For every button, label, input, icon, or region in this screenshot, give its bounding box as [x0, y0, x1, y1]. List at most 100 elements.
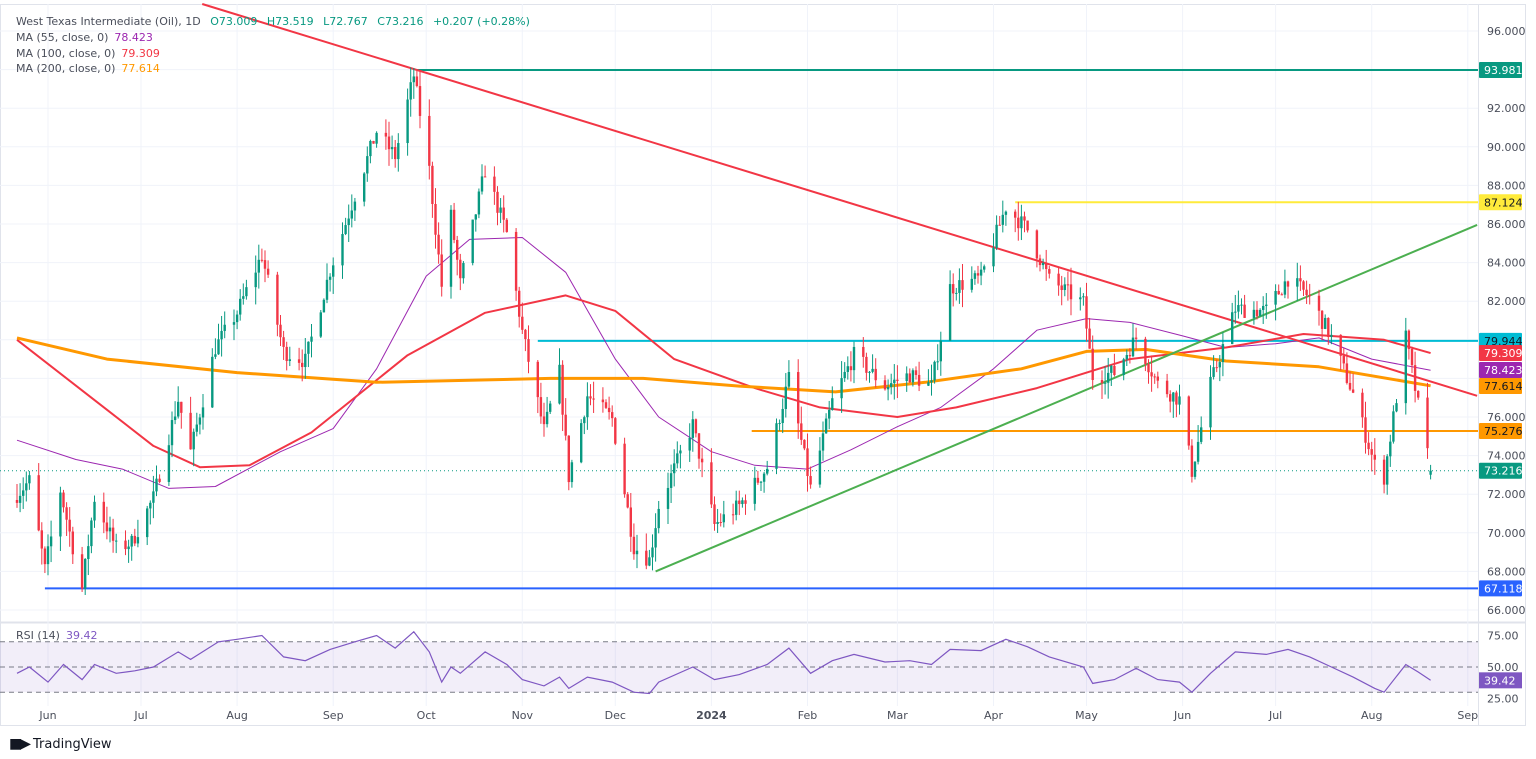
candle-body [809, 476, 812, 485]
candle-body [911, 370, 915, 383]
ohlc-high: H73.519 [266, 15, 314, 28]
price-tick-label: 96.000 [1487, 25, 1526, 38]
candle-body [406, 99, 409, 144]
candle-body [952, 284, 955, 294]
candle-body [133, 535, 136, 544]
ma200-line [16, 336, 1431, 394]
candle-body [871, 368, 874, 372]
candle-body [93, 501, 96, 521]
candle-body [130, 535, 133, 547]
candle-body [1134, 337, 1138, 339]
candle-body [437, 234, 440, 255]
ma200-legend[interactable]: MA (200, close, 0) 77.614 [16, 62, 166, 75]
candle-body [1413, 365, 1417, 391]
candle-body [65, 507, 68, 520]
horizontal-levels[interactable] [0, 68, 1478, 590]
candle-body [87, 546, 90, 559]
candle-body [59, 492, 62, 537]
candle-body [347, 218, 350, 226]
candle-body [384, 132, 388, 137]
candle-body [694, 419, 698, 434]
candle-body [375, 132, 378, 144]
candle-body [1172, 392, 1175, 402]
candle-body [493, 176, 496, 192]
candle-body [970, 278, 973, 290]
candle-body [449, 209, 453, 287]
trendlines[interactable] [201, 3, 1478, 573]
candle-body [111, 527, 115, 541]
candle-body [1125, 355, 1128, 360]
time-tick-label: Feb [798, 709, 817, 722]
candle-body [1178, 396, 1181, 405]
price-tick-label: 68.000 [1487, 565, 1526, 578]
tradingview-logo[interactable]: ■▶ TradingView [9, 736, 112, 752]
candle-body [217, 339, 220, 355]
level-67.118-badge [1479, 580, 1522, 597]
rsi-tick-label: 25.00 [1487, 693, 1519, 706]
candle-body [645, 550, 648, 566]
candle-body [390, 147, 394, 150]
candle-body [1265, 304, 1268, 306]
candle-body [700, 458, 704, 463]
candle-body [787, 372, 791, 387]
candle-body [363, 173, 366, 202]
candle-body [514, 231, 518, 291]
candle-body [1147, 364, 1150, 373]
candle-body [1026, 220, 1029, 231]
level-87.124-label: 87.124 [1484, 196, 1523, 209]
level-67.118-label: 67.118 [1484, 582, 1523, 595]
candle-body [784, 386, 787, 409]
candle-body [1069, 284, 1073, 300]
candle-body [1144, 338, 1147, 365]
time-tick-label: Sep [1457, 709, 1478, 722]
candle-body [297, 359, 301, 363]
candle-body [874, 368, 877, 381]
candle-body [1060, 285, 1063, 291]
descending-trendline[interactable] [201, 3, 1478, 397]
candle-body [189, 412, 192, 450]
candle-body [223, 324, 226, 331]
candle-body [648, 557, 651, 566]
candle-body [1103, 382, 1107, 384]
candle-body [158, 478, 161, 482]
candle-body [1407, 330, 1411, 349]
candle-body [471, 219, 474, 264]
ascending-trendline[interactable] [655, 224, 1478, 573]
candle-body [580, 423, 583, 463]
candle-body [43, 548, 47, 565]
candle-body [1286, 281, 1290, 287]
time-axis[interactable]: Jun Jul Aug Sep Oct Nov Dec 2024 Feb Mar Apr May Jun… [38, 709, 1478, 722]
candle-body [561, 364, 564, 415]
candle-body [738, 500, 741, 505]
candle-body [629, 507, 632, 537]
candle-body [518, 290, 521, 317]
candle-body [192, 431, 195, 450]
candle-body [893, 379, 896, 384]
candle-body [1370, 449, 1373, 455]
candle-body [257, 259, 260, 273]
candle-body [1392, 411, 1395, 442]
candle-body [332, 265, 335, 277]
candle-body [1417, 390, 1420, 398]
candle-body [483, 176, 487, 178]
candle-body [676, 453, 679, 464]
candle-body [108, 527, 112, 532]
candle-body [679, 450, 682, 454]
time-tick-label: Sep [323, 709, 344, 722]
candle-body [828, 409, 831, 419]
candle-body [397, 143, 400, 160]
candle-body [1023, 216, 1026, 221]
candle-body [136, 537, 140, 544]
ma100-legend[interactable]: MA (100, close, 0) 79.309 [16, 47, 166, 60]
candle-body [961, 280, 964, 290]
ma55-legend[interactable]: MA (55, close, 0) 78.423 [16, 31, 159, 44]
candle-body [1048, 269, 1051, 274]
candle-body [583, 417, 586, 424]
price-tick-label: 70.000 [1487, 527, 1526, 540]
candle-body [462, 263, 465, 279]
candle-body [983, 266, 986, 270]
rsi-legend[interactable]: RSI (14) 39.42 [16, 629, 103, 642]
price-axis[interactable]: 96.000 92.000 90.000 88.000 86.000 84.000 82.0… [1479, 25, 1526, 617]
candle-body [722, 514, 725, 523]
